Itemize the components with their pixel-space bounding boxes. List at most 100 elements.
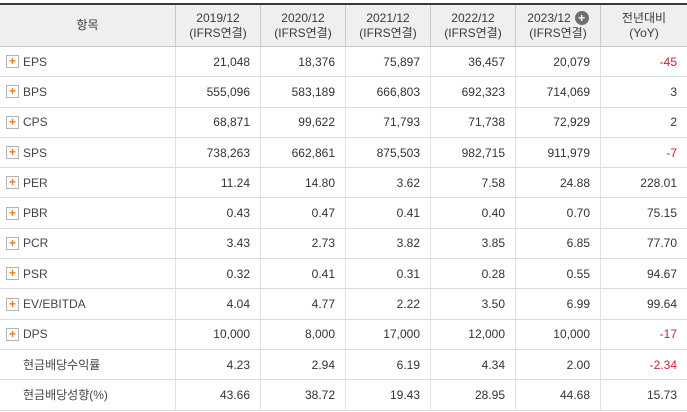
add-column-plus-icon[interactable]: + — [574, 11, 589, 25]
table-row: 현금배당수익률 4.23 2.94 6.19 4.34 2.00 -2.34 — [0, 349, 687, 381]
value-cell: 692,323 — [430, 77, 515, 107]
row-label-cell: + PER — [0, 168, 175, 197]
row-label: DPS — [23, 327, 48, 342]
value-cell: 3.50 — [430, 289, 515, 319]
value-cell: 38.72 — [260, 380, 345, 410]
expand-row-icon[interactable]: + — [6, 236, 19, 250]
value-cell: 24.88 — [515, 168, 600, 198]
row-label-cell: + CPS — [0, 108, 175, 137]
value-cell: 0.41 — [260, 259, 345, 289]
expand-row-icon[interactable]: + — [6, 327, 19, 341]
table-row: 현금배당성향(%) 43.66 38.72 19.43 28.95 44.68 15.73 — [0, 380, 687, 411]
row-label: SPS — [23, 145, 48, 160]
value-cell: 10,000 — [515, 319, 600, 349]
value-cell: 982,715 — [430, 137, 515, 168]
value-cell: 12,000 — [430, 319, 515, 349]
table-row: + PCR 3.43 2.73 3.82 3.85 6.85 77.70 — [0, 228, 687, 260]
expand-row-icon[interactable]: + — [6, 146, 19, 160]
value-cell: 0.47 — [260, 198, 345, 228]
value-cell: 738,263 — [175, 137, 260, 168]
row-label-cell: + PBR — [0, 198, 175, 227]
value-cell: 28.95 — [430, 380, 515, 410]
value-cell: 44.68 — [515, 380, 600, 410]
yoy-cell: -45 — [600, 47, 687, 77]
row-label-cell: + BPS — [0, 77, 175, 106]
value-cell: 662,861 — [260, 137, 345, 168]
yoy-cell: 15.73 — [600, 380, 687, 410]
value-cell: 75,897 — [345, 47, 430, 77]
value-cell: 43.66 — [175, 380, 260, 410]
header-year-column: 2020/12 (IFRS연결) — [260, 5, 345, 46]
row-label-cell: + DPS — [0, 320, 175, 349]
expand-row-icon[interactable]: + — [6, 176, 19, 190]
value-cell: 6.19 — [345, 349, 430, 380]
row-label-cell: + PCR — [0, 229, 175, 258]
row-label: PSR — [23, 266, 48, 281]
table-row: + PBR 0.43 0.47 0.41 0.40 0.70 75.15 — [0, 198, 687, 229]
yoy-cell: -7 — [600, 137, 687, 168]
yoy-cell: -2.34 — [600, 349, 687, 380]
table-row: + SPS 738,263 662,861 875,503 982,715 911,979-… — [0, 137, 687, 169]
row-label: EV/EBITDA — [23, 297, 86, 312]
row-label: PCR — [23, 236, 49, 251]
value-cell: 4.77 — [260, 289, 345, 319]
table-row: + DPS 10,000 8,000 17,000 12,000 10,000 -17 — [0, 319, 687, 350]
value-cell: 0.28 — [430, 259, 515, 289]
header-period-label: 2021/12 — [366, 11, 409, 26]
value-cell: 0.41 — [345, 198, 430, 228]
header-basis-label: (IFRS연결) — [359, 25, 417, 40]
value-cell: 4.04 — [175, 289, 260, 319]
expand-row-icon[interactable]: + — [6, 297, 19, 311]
header-period-label: 2022/12 — [451, 11, 494, 26]
value-cell: 36,457 — [430, 47, 515, 77]
value-cell: 11.24 — [175, 168, 260, 198]
value-cell: 71,738 — [430, 107, 515, 137]
header-basis-label: (IFRS연결) — [529, 25, 587, 40]
table-row: + EV/EBITDA 4.04 4.77 2.22 3.50 6.99 99.64 — [0, 289, 687, 320]
value-cell: 875,503 — [345, 137, 430, 168]
value-cell: 583,189 — [260, 77, 345, 107]
expand-row-icon[interactable]: + — [6, 267, 19, 281]
yoy-cell: 75.15 — [600, 198, 687, 228]
row-label-cell: 현금배당수익률 — [0, 350, 175, 379]
value-cell: 3.43 — [175, 228, 260, 259]
header-period-label: 2019/12 — [196, 11, 239, 26]
header-yoy-label: 전년대비 — [621, 10, 667, 25]
value-cell: 6.99 — [515, 289, 600, 319]
expand-row-icon[interactable]: + — [6, 55, 19, 69]
value-cell: 4.34 — [430, 349, 515, 380]
value-cell: 0.70 — [515, 198, 600, 228]
value-cell: 2.73 — [260, 228, 345, 259]
header-period-text: 2022/12 — [451, 10, 495, 25]
value-cell: 18,376 — [260, 47, 345, 77]
header-year-column: 2021/12 (IFRS연결) — [345, 5, 430, 46]
expand-row-icon[interactable]: + — [6, 206, 19, 220]
expand-row-icon[interactable]: + — [6, 85, 19, 99]
value-cell: 21,048 — [175, 47, 260, 77]
value-cell: 14.80 — [260, 168, 345, 198]
row-label-cell: + EV/EBITDA — [0, 289, 175, 318]
row-label-cell: 현금배당성향(%) — [0, 380, 175, 409]
yoy-cell: 2 — [600, 107, 687, 137]
table-row: + PER 11.24 14.80 3.62 7.58 24.88 228.01 — [0, 168, 687, 199]
header-item-label: 항목 — [76, 18, 99, 32]
expand-row-icon[interactable]: + — [6, 115, 19, 129]
row-label: CPS — [23, 115, 48, 130]
header-yoy-column: 전년대비 (YoY) — [600, 5, 687, 46]
value-cell: 3.62 — [345, 168, 430, 198]
value-cell: 17,000 — [345, 319, 430, 349]
value-cell: 0.43 — [175, 198, 260, 228]
value-cell: 6.85 — [515, 228, 600, 259]
value-cell: 71,793 — [345, 107, 430, 137]
value-cell: 2.94 — [260, 349, 345, 380]
value-cell: 10,000 — [175, 319, 260, 349]
value-cell: 2.00 — [515, 349, 600, 380]
value-cell: 99,622 — [260, 107, 345, 137]
value-cell: 8,000 — [260, 319, 345, 349]
header-basis-label: (IFRS연결) — [444, 25, 502, 40]
value-cell: 0.31 — [345, 259, 430, 289]
value-cell: 72,929 — [515, 107, 600, 137]
header-period-label: 2020/12 — [281, 11, 324, 26]
header-year-column: 2023/12 + (IFRS연결) — [515, 5, 600, 46]
table-row: + CPS 68,871 99,622 71,793 71,738 72,929 2 — [0, 107, 687, 138]
